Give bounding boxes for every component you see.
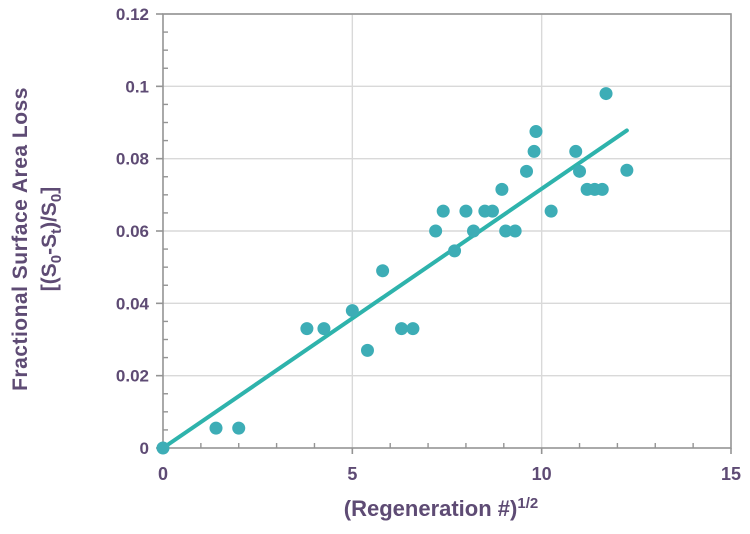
- scatter-point: [448, 244, 462, 258]
- y-tick-label: 0.12: [116, 5, 149, 24]
- x-axis-title: (Regeneration #)1/2: [344, 495, 538, 521]
- scatter-point: [495, 182, 509, 196]
- scatter-point: [156, 441, 170, 455]
- scatter-point: [406, 322, 420, 336]
- scatter-point: [569, 144, 583, 158]
- scatter-point: [395, 322, 409, 336]
- scatter-point: [595, 182, 609, 196]
- x-tick-label: 5: [347, 464, 357, 484]
- scatter-point: [376, 264, 390, 278]
- scatter-point: [573, 164, 587, 178]
- y-tick-label: 0.02: [116, 367, 149, 386]
- scatter-point: [429, 224, 443, 238]
- scatter-point: [499, 224, 513, 238]
- y-tick-label: 0: [140, 439, 149, 458]
- scatter-point: [209, 421, 223, 435]
- y-tick-label: 0.06: [116, 222, 149, 241]
- x-tick-label: 15: [721, 464, 741, 484]
- scatter-point: [345, 304, 359, 318]
- scatter-point: [436, 204, 450, 218]
- x-tick-label: 0: [158, 464, 168, 484]
- scatter-point: [300, 322, 314, 336]
- y-axis-title-line2: [(S0-St)/S0]: [38, 187, 65, 292]
- scatter-point: [527, 144, 541, 158]
- scatter-point: [599, 87, 613, 101]
- y-tick-label: 0.08: [116, 150, 149, 169]
- scatter-point: [459, 204, 473, 218]
- scatter-point: [520, 164, 534, 178]
- scatter-point: [529, 125, 543, 139]
- y-axis-title-line1: Fractional Surface Area Loss: [9, 87, 32, 391]
- x-tick-label: 10: [532, 464, 552, 484]
- scatter-point: [232, 421, 246, 435]
- scatter-point: [544, 204, 558, 218]
- scatter-point: [360, 343, 374, 357]
- trend-line: [161, 128, 629, 450]
- scatter-point: [467, 224, 481, 238]
- scatter-point: [317, 322, 331, 336]
- scatter-point: [485, 204, 499, 218]
- y-tick-label: 0.1: [125, 77, 149, 96]
- y-tick-label: 0.04: [116, 294, 150, 313]
- scatter-point: [508, 224, 522, 238]
- scatter-point: [620, 163, 634, 177]
